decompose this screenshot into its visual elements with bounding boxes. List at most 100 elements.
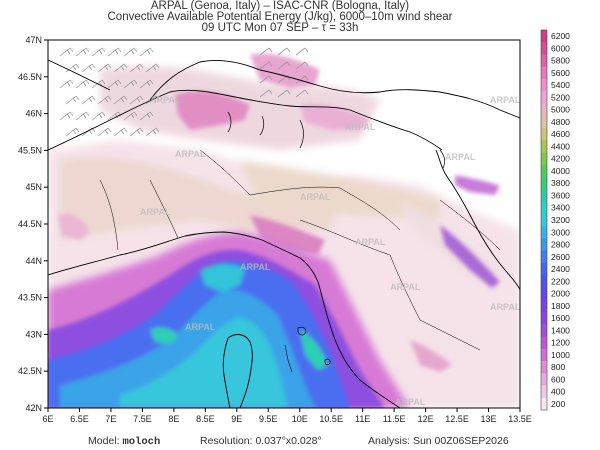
lon-tick-label: 11.5E: [383, 414, 406, 424]
colorbar-swatch: [541, 104, 547, 117]
colorbar-label: 600: [551, 374, 565, 384]
resolution-label: Resolution:: [200, 435, 253, 447]
colorbar-label: 3800: [551, 178, 570, 188]
lat-tick-label: 45.5N: [18, 145, 42, 155]
colorbar-label: 5400: [551, 80, 570, 90]
colorbar-swatch: [541, 202, 547, 215]
lon-tick-label: 6.5E: [70, 414, 89, 424]
colorbar-label: 1400: [551, 325, 570, 335]
colorbar-swatch: [541, 67, 547, 80]
colorbar-label: 1200: [551, 338, 570, 348]
colorbar-label: 4600: [551, 129, 570, 139]
lon-tick-label: 8E: [168, 414, 179, 424]
watermark-text: ARPAL: [175, 149, 206, 159]
lon-tick-label: 11E: [355, 414, 370, 424]
colorbar-swatch: [541, 312, 547, 325]
watermark-text: ARPAL: [390, 282, 421, 292]
colorbar-swatch: [541, 336, 547, 349]
colorbar-label: 5600: [551, 68, 570, 78]
colorbar: 6200600058005600540052005000480046004400…: [541, 30, 570, 410]
colorbar-swatch: [541, 361, 547, 374]
colorbar-label: 4200: [551, 154, 570, 164]
watermark-text: ARPAL: [445, 152, 476, 162]
colorbar-label: 5000: [551, 105, 570, 115]
analysis-label: Analysis:: [368, 435, 410, 447]
lat-tick-label: 42N: [25, 403, 42, 413]
model-label: Model:: [88, 435, 120, 447]
colorbar-label: 800: [551, 362, 565, 372]
colorbar-label: 2200: [551, 276, 570, 286]
colorbar-swatch: [541, 398, 547, 411]
colorbar-swatch: [541, 287, 547, 300]
colorbar-swatch: [541, 79, 547, 92]
colorbar-label: 3400: [551, 203, 570, 213]
longitude-axis: 6E 6.5E 7E 7.5E 8E 8.5E 9E 9.5E 10E 10.5E 11E 11.5E…: [42, 408, 531, 424]
colorbar-swatch: [541, 226, 547, 239]
watermark-text: ARPAL: [345, 122, 376, 132]
lon-tick-label: 13.5E: [508, 414, 532, 424]
watermark-text: ARPAL: [185, 322, 216, 332]
colorbar-swatch: [541, 373, 547, 386]
watermark-text: ARPAL: [395, 397, 426, 407]
colorbar-label: 3200: [551, 215, 570, 225]
lat-tick-label: 43.5N: [18, 293, 42, 303]
colorbar-swatch: [541, 153, 547, 166]
colorbar-label: 3000: [551, 227, 570, 237]
lat-tick-label: 44N: [25, 256, 42, 266]
colorbar-label: 4400: [551, 141, 570, 151]
lon-tick-label: 8.5E: [196, 414, 215, 424]
colorbar-swatch: [541, 385, 547, 398]
lon-tick-label: 12.5E: [445, 414, 469, 424]
lat-tick-label: 46.5N: [18, 72, 42, 82]
colorbar-swatch: [541, 263, 547, 276]
analysis-value: Sun 00Z06SEP2026: [413, 435, 509, 447]
resolution-value: 0.037°x0.028°: [255, 435, 321, 447]
colorbar-label: 400: [551, 387, 565, 397]
lon-tick-label: 7E: [105, 414, 116, 424]
colorbar-swatch: [541, 251, 547, 264]
colorbar-swatch: [541, 128, 547, 141]
colorbar-label: 5200: [551, 92, 570, 102]
colorbar-label: 6200: [551, 31, 570, 41]
lat-tick-label: 46N: [25, 109, 42, 119]
watermark-text: ARPAL: [490, 302, 521, 312]
colorbar-label: 1600: [551, 313, 570, 323]
colorbar-swatch: [541, 42, 547, 55]
lat-tick-label: 44.5N: [18, 219, 42, 229]
lat-tick-label: 42.5N: [18, 366, 42, 376]
latitude-axis: 47N 46.5N 46N 45.5N 45N 44.5N 44N 43.5N 43N 42.5N…: [18, 35, 48, 413]
colorbar-label: 3600: [551, 190, 570, 200]
colorbar-swatch: [541, 300, 547, 313]
colorbar-swatch: [541, 116, 547, 129]
colorbar-label: 2400: [551, 264, 570, 274]
lon-tick-label: 9E: [231, 414, 242, 424]
colorbar-swatch: [541, 189, 547, 202]
lon-tick-label: 9.5E: [259, 414, 278, 424]
watermark-text: ARPAL: [150, 95, 181, 105]
lat-tick-label: 47N: [25, 35, 42, 45]
colorbar-swatch: [541, 177, 547, 190]
watermark-text: ARPAL: [490, 95, 521, 105]
footer-model: Model: moloch: [88, 435, 160, 448]
colorbar-swatch: [541, 165, 547, 178]
watermark-text: ARPAL: [240, 262, 271, 272]
watermark-text: ARPAL: [300, 192, 331, 202]
lat-tick-label: 43N: [25, 329, 42, 339]
colorbar-label: 6000: [551, 43, 570, 53]
lon-tick-label: 6E: [42, 414, 53, 424]
lon-tick-label: 12E: [418, 414, 434, 424]
colorbar-label: 4000: [551, 166, 570, 176]
lat-tick-label: 45N: [25, 182, 42, 192]
colorbar-swatch: [541, 214, 547, 227]
footer-analysis: Analysis: Sun 00Z06SEP2026: [368, 435, 509, 447]
colorbar-swatch: [541, 55, 547, 68]
colorbar-label: 200: [551, 399, 565, 409]
watermark-text: ARPAL: [140, 207, 171, 217]
watermark-text: ARPAL: [355, 237, 386, 247]
colorbar-swatch: [541, 238, 547, 251]
colorbar-label: 1000: [551, 350, 570, 360]
colorbar-swatch: [541, 30, 547, 43]
lon-tick-label: 10E: [292, 414, 308, 424]
colorbar-label: 4800: [551, 117, 570, 127]
colorbar-swatch: [541, 324, 547, 337]
